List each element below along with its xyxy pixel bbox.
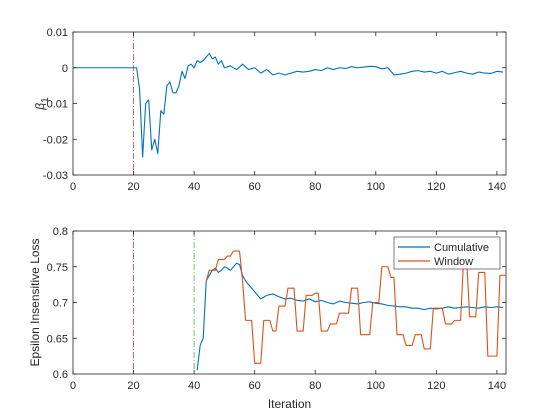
- subplot-beta1-axes-box: [72, 31, 507, 176]
- xtick-label: 100: [367, 380, 385, 392]
- ytick-label: 0: [62, 63, 68, 75]
- subplot-loss-xlabel: Iteration: [268, 397, 311, 411]
- subplot-loss: 0 20 40 60 80 100 120 140 0.6 0.65 0.7 0.75 0.8 Eps…: [28, 226, 507, 411]
- xtick-label: 20: [127, 181, 139, 193]
- xtick-label: 120: [427, 380, 445, 392]
- xtick-label: 100: [367, 181, 385, 193]
- xtick-label: 0: [70, 380, 76, 392]
- ytick-label: 0.65: [47, 333, 68, 345]
- ytick-label: 0.7: [53, 298, 68, 310]
- legend-label-window: Window: [434, 256, 473, 268]
- subplot-beta1-xticks: 0 20 40 60 80 100 120 140: [70, 32, 506, 193]
- subplot-beta1-series: [73, 52, 504, 158]
- xtick-label: 60: [249, 380, 261, 392]
- ytick-label: -0.01: [43, 99, 68, 111]
- xtick-label: 40: [188, 181, 200, 193]
- subplot-loss-ylabel: Epsilon Insensitive Loss: [28, 238, 42, 366]
- legend-box: [393, 236, 501, 270]
- series-line-window: [205, 250, 506, 364]
- subplot-loss-xticks: 0 20 40 60 80 100 120 140: [70, 231, 506, 392]
- ytick-label: 0.01: [47, 27, 68, 39]
- xtick-label: 80: [309, 181, 321, 193]
- subplot-beta1-yticks: -0.03 -0.02 -0.01 0 0.01: [43, 27, 506, 182]
- subplot-loss-yticks: 0.6 0.65 0.7 0.75 0.8: [47, 226, 506, 381]
- ytick-label: 0.6: [53, 369, 68, 381]
- subplot-beta1-ylabel: β1: [33, 97, 51, 111]
- ytick-label: -0.02: [43, 134, 68, 146]
- xtick-label: 120: [427, 181, 445, 193]
- xtick-label: 140: [488, 380, 506, 392]
- series-line-series-0: [73, 52, 504, 158]
- legend-label-cumulative: Cumulative: [434, 242, 489, 254]
- ytick-label: 0.75: [47, 262, 68, 274]
- ytick-label: -0.03: [43, 170, 68, 182]
- xtick-label: 140: [488, 181, 506, 193]
- subplot-beta1: 0 20 40 60 80 100 120 140 -0.03-0.02-0.0100.01 …: [33, 27, 507, 193]
- xtick-label: 0: [70, 181, 76, 193]
- ytick-label: 0.8: [53, 226, 68, 238]
- subplot-loss-series: [196, 250, 506, 371]
- xtick-label: 80: [309, 380, 321, 392]
- xtick-label: 60: [249, 181, 261, 193]
- ylabel-beta: β: [33, 103, 47, 111]
- xtick-label: 40: [188, 380, 200, 392]
- xtick-label: 20: [127, 380, 139, 392]
- subplot-loss-vlines: [133, 231, 195, 374]
- legend: Cumulative Window: [393, 236, 501, 270]
- ylabel-subscript: 1: [40, 97, 51, 103]
